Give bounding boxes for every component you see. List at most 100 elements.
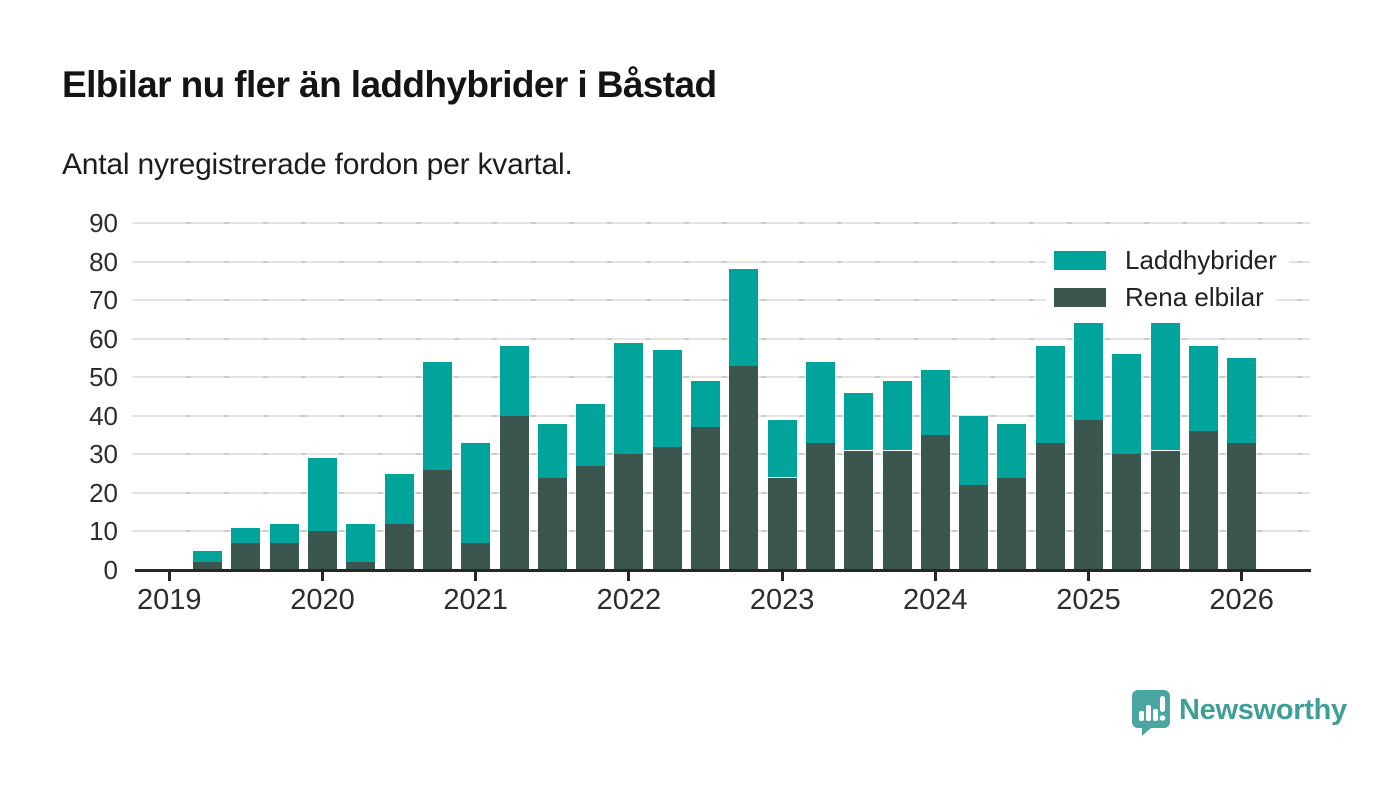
gridline-dash: [875, 299, 881, 302]
gridline-dash: [1296, 222, 1302, 224]
gridline-dash: [415, 414, 421, 417]
gridline-dash: [875, 491, 881, 494]
y-axis-label: 80: [89, 246, 118, 277]
gridline-dash: [530, 453, 536, 456]
gridline-dash: [1143, 453, 1149, 456]
gridline-dash: [837, 414, 842, 417]
gridline-dash: [722, 299, 728, 302]
gridline-dash: [913, 491, 919, 494]
gridline-dash: [1181, 222, 1187, 224]
gridline-dash: [952, 491, 957, 494]
bar-segment-rena-elbilar: [844, 450, 874, 570]
gridline-dash: [760, 491, 766, 494]
legend-label-laddhybrider: Laddhybrider: [1125, 245, 1277, 275]
gridline-dash: [683, 376, 689, 379]
bar-segment-laddhybrider: [729, 269, 759, 366]
gridline-dash: [262, 491, 268, 494]
x-axis-label: 2022: [596, 584, 662, 616]
gridline-dash: [875, 376, 881, 379]
gridline-dash: [1028, 222, 1034, 224]
gridline-dash: [339, 260, 345, 263]
gridline-dash: [224, 414, 230, 417]
gridline-dash: [1296, 337, 1302, 340]
gridline-dash: [952, 337, 957, 340]
gridline: [132, 491, 1310, 494]
gridline-dash: [837, 376, 842, 379]
gridline-dash: [1220, 414, 1225, 417]
bar-segment-laddhybrider: [1112, 354, 1142, 455]
bar-segment-laddhybrider: [308, 458, 337, 532]
gridline-dash: [1181, 453, 1187, 456]
gridline-dash: [1220, 222, 1225, 224]
gridline-dash: [492, 491, 498, 494]
gridline-dash: [300, 260, 306, 263]
gridline-dash: [262, 530, 268, 533]
gridline-dash: [1296, 530, 1302, 533]
gridline-dash: [1143, 414, 1149, 417]
gridline-dash: [300, 414, 306, 417]
x-axis-label: 2026: [1209, 584, 1274, 616]
gridline-dash: [607, 453, 613, 456]
gridline-dash: [454, 530, 460, 533]
gridline-dash: [1028, 299, 1034, 302]
gridline-dash: [1296, 260, 1302, 263]
gridline-dash: [569, 491, 574, 494]
gridline-dash: [722, 337, 728, 340]
gridline-dash: [224, 260, 230, 263]
bar-segment-laddhybrider: [767, 419, 797, 478]
gridline-dash: [530, 260, 536, 263]
gridline-dash: [722, 222, 728, 224]
gridline-dash: [224, 453, 230, 456]
gridline-dash: [186, 414, 191, 417]
gridline-dash: [1181, 376, 1187, 379]
gridline-dash: [454, 453, 460, 456]
legend-swatch-rena-elbilar: [1054, 288, 1106, 307]
gridline-dash: [1105, 376, 1111, 379]
gridline-dash: [1258, 414, 1264, 417]
gridline-dash: [454, 299, 460, 302]
bar-segment-rena-elbilar: [576, 465, 606, 570]
gridline-dash: [607, 530, 613, 533]
gridline-dash: [262, 376, 268, 379]
gridline-dash: [798, 222, 804, 224]
gridline-dash: [645, 530, 651, 533]
gridline-dash: [798, 414, 804, 417]
gridline-dash: [262, 299, 268, 302]
bar-segment-rena-elbilar: [959, 485, 989, 570]
gridline-dash: [300, 299, 306, 302]
gridline-dash: [913, 453, 919, 456]
gridline-dash: [1028, 376, 1034, 379]
bar-segment-rena-elbilar: [422, 469, 452, 570]
x-axis-tick: [1087, 572, 1090, 581]
bar-segment-rena-elbilar: [537, 477, 567, 570]
gridline-dash: [339, 222, 345, 224]
bar-segment-rena-elbilar: [882, 450, 912, 570]
bar-segment-laddhybrider: [346, 523, 376, 563]
x-axis-tick: [321, 572, 324, 581]
gridline-dash: [990, 530, 996, 533]
gridline-dash: [454, 376, 460, 379]
gridline-dash: [224, 222, 230, 224]
gridline-dash: [186, 530, 191, 533]
gridline-dash: [1066, 453, 1072, 456]
gridline-dash: [1028, 453, 1034, 456]
gridline-dash: [952, 260, 957, 263]
gridline-dash: [300, 376, 306, 379]
y-axis-label: 30: [89, 439, 118, 470]
gridline-dash: [837, 299, 842, 302]
gridline-dash: [1066, 414, 1072, 417]
gridline-dash: [454, 222, 460, 224]
gridline-dash: [1296, 299, 1302, 302]
gridline-dash: [339, 453, 345, 456]
gridline-dash: [1220, 337, 1225, 340]
gridline-dash: [990, 376, 996, 379]
gridline-dash: [645, 260, 651, 263]
gridline-dash: [300, 491, 306, 494]
bar-segment-laddhybrider: [231, 527, 261, 543]
bar-segment-laddhybrider: [1227, 357, 1257, 443]
bar-segment-rena-elbilar: [193, 562, 223, 570]
gridline-dash: [415, 299, 421, 302]
gridline-dash: [798, 453, 804, 456]
bar-segment-rena-elbilar: [767, 477, 797, 570]
